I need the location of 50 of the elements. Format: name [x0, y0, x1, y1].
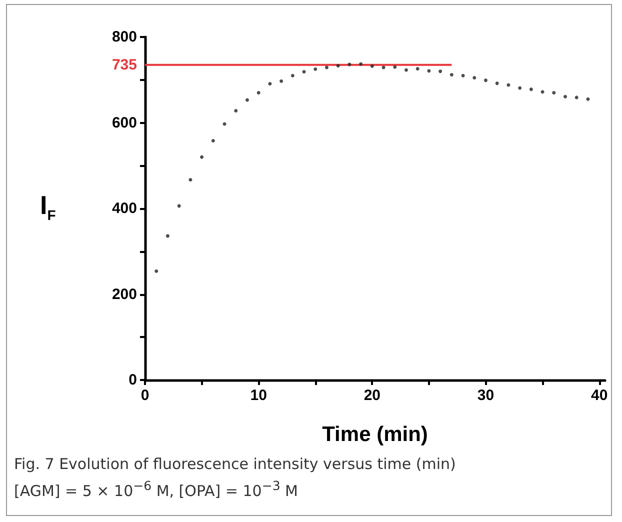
point [450, 72, 454, 76]
point [314, 67, 318, 71]
x-tick-label: 30 [477, 387, 494, 404]
y-tick-label: 600 [112, 114, 137, 132]
point [574, 96, 578, 100]
x-tick-label: 40 [590, 387, 608, 404]
point [166, 234, 170, 238]
y-tick-label: 800 [112, 28, 137, 46]
caption: Fig. 7 Evolution of fluorescence intensity versus time (min) [AGM] = 5 × 10$^{−6}$ M, [OPA] = 10$^{−3}$ M [14, 454, 457, 502]
point [154, 269, 158, 273]
point [177, 204, 181, 208]
x-tick-label: 10 [250, 387, 267, 404]
x-tick-label: 20 [364, 387, 381, 404]
point [484, 78, 488, 82]
point [564, 94, 567, 98]
point [211, 139, 215, 143]
point [200, 155, 204, 159]
point [552, 90, 556, 94]
point [348, 62, 352, 66]
point [370, 64, 374, 68]
point [586, 97, 590, 101]
point [518, 86, 522, 90]
point [540, 90, 544, 94]
y-tick-label: 0 [128, 372, 137, 388]
y-axis-title: I$_{F}$ [40, 190, 56, 224]
point [245, 98, 249, 102]
point [290, 74, 294, 78]
point [427, 69, 431, 73]
point [234, 108, 238, 112]
y-tick-label: 200 [112, 286, 137, 303]
x-axis-title: Time (min) [322, 423, 428, 446]
point [495, 82, 499, 86]
point [404, 68, 408, 72]
point [529, 88, 533, 92]
point [188, 178, 192, 182]
point [302, 70, 306, 74]
point [268, 82, 272, 86]
point [393, 65, 397, 69]
point [359, 62, 363, 66]
point [280, 79, 284, 83]
point [256, 90, 260, 94]
point [416, 66, 420, 70]
point [461, 74, 465, 78]
point [324, 66, 328, 70]
point [438, 70, 442, 74]
annotation: 735 [112, 56, 137, 74]
point [336, 64, 340, 68]
point [472, 76, 476, 80]
x-tick-label: 0 [140, 387, 150, 404]
y-tick-label: 400 [112, 200, 137, 217]
